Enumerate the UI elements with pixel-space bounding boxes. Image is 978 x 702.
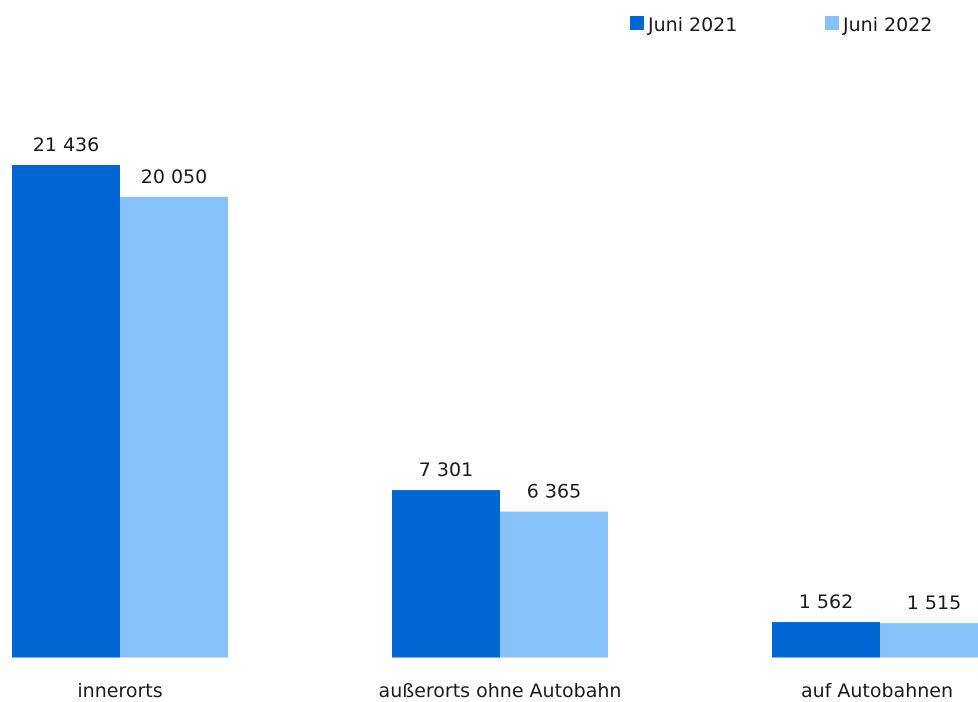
- bar-juni-2022-2: [880, 623, 978, 658]
- legend-label-juni-2021: Juni 2021: [647, 14, 737, 36]
- legend-swatch-juni-2021: [630, 16, 644, 30]
- legend-label-juni-2022: Juni 2022: [842, 14, 932, 36]
- legend-swatch-juni-2022: [825, 16, 839, 30]
- bar-juni-2022-0: [120, 196, 228, 658]
- legend: Juni 2021 Juni 2022: [630, 14, 932, 36]
- bar-juni-2021-0: [12, 165, 120, 658]
- category-label-innerorts: innerorts: [77, 680, 162, 702]
- category-labels: innerorts außerorts ohne Autobahn auf Au…: [77, 680, 953, 702]
- bar-juni-2022-1: [500, 511, 608, 658]
- value-label-juni-2022-1: 6 365: [527, 481, 581, 503]
- value-label-juni-2022-2: 1 515: [907, 592, 961, 614]
- bars: [12, 165, 978, 658]
- value-label-juni-2021-0: 21 436: [33, 134, 99, 156]
- bar-juni-2021-2: [772, 622, 880, 658]
- category-label-ausserorts: außerorts ohne Autobahn: [379, 680, 622, 702]
- value-labels: 21 436 20 050 7 301 6 365 1 562 1 515: [33, 134, 961, 614]
- value-label-juni-2021-1: 7 301: [419, 459, 473, 481]
- category-label-autobahnen: auf Autobahnen: [801, 680, 953, 702]
- value-label-juni-2021-2: 1 562: [799, 591, 853, 613]
- value-label-juni-2022-0: 20 050: [141, 166, 207, 188]
- bar-juni-2021-1: [392, 490, 500, 658]
